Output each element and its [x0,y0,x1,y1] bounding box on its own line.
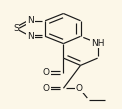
Text: O: O [43,68,50,77]
Text: N: N [27,32,34,41]
Text: O: O [43,84,50,93]
Text: O: O [76,84,83,93]
Text: S: S [13,24,19,33]
Text: NH: NH [91,39,104,48]
Text: N: N [27,16,34,25]
